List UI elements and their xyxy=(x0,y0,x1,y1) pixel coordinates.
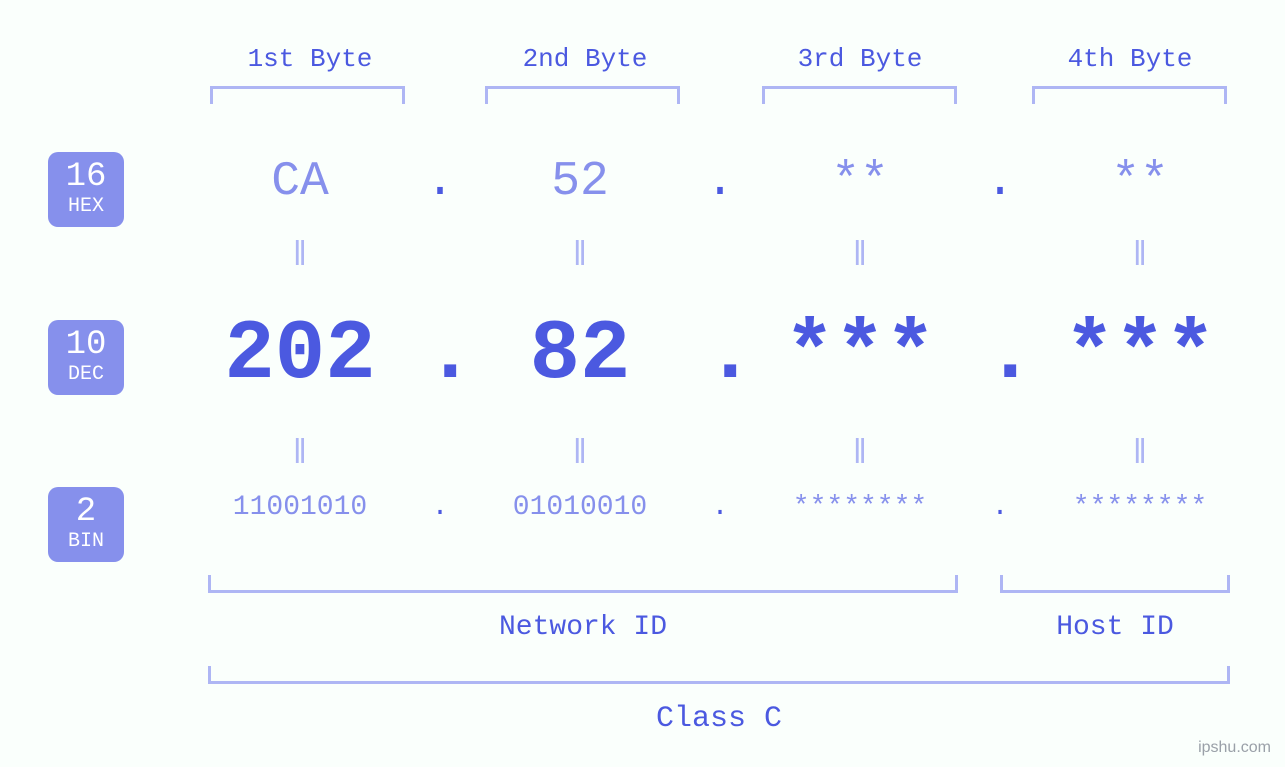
badge-dec: 10 DEC xyxy=(48,320,124,395)
dec-byte-4: *** xyxy=(1015,308,1265,403)
dot-icon: . xyxy=(425,155,455,209)
badge-hex-num: 16 xyxy=(48,160,124,196)
bin-byte-3: ******** xyxy=(735,492,985,523)
equals-row-1: ǁ ǁ ǁ ǁ xyxy=(175,238,1265,276)
badge-hex-label: HEX xyxy=(48,196,124,217)
equals-icon: ǁ xyxy=(1015,436,1265,474)
dec-row: 202 . 82 . *** . *** xyxy=(175,308,1265,403)
bracket-class xyxy=(208,666,1230,684)
dec-byte-1: 202 xyxy=(175,308,425,403)
byte-header-4: 4th Byte xyxy=(1030,44,1230,74)
bracket-top-2 xyxy=(485,86,680,104)
hex-byte-4: ** xyxy=(1015,155,1265,209)
bin-byte-4: ******** xyxy=(1015,492,1265,523)
label-host-id: Host ID xyxy=(1000,612,1230,643)
equals-icon: ǁ xyxy=(735,436,985,474)
byte-header-2: 2nd Byte xyxy=(485,44,685,74)
bin-byte-2: 01010010 xyxy=(455,492,705,523)
label-network-id: Network ID xyxy=(208,612,958,643)
badge-dec-label: DEC xyxy=(48,364,124,385)
dot-icon: . xyxy=(425,492,455,523)
badge-bin-label: BIN xyxy=(48,531,124,552)
dec-byte-3: *** xyxy=(735,308,985,403)
dot-icon: . xyxy=(705,308,735,403)
badge-hex: 16 HEX xyxy=(48,152,124,227)
label-class: Class C xyxy=(208,702,1230,736)
dot-icon: . xyxy=(425,308,455,403)
hex-byte-1: CA xyxy=(175,155,425,209)
hex-byte-2: 52 xyxy=(455,155,705,209)
dec-byte-2: 82 xyxy=(455,308,705,403)
hex-row: CA . 52 . ** . ** xyxy=(175,155,1265,209)
dot-icon: . xyxy=(705,155,735,209)
dot-icon: . xyxy=(985,308,1015,403)
equals-icon: ǁ xyxy=(455,436,705,474)
bracket-host xyxy=(1000,575,1230,593)
dot-icon: . xyxy=(985,492,1015,523)
badge-bin-num: 2 xyxy=(48,495,124,531)
bin-byte-1: 11001010 xyxy=(175,492,425,523)
bin-row: 11001010 . 01010010 . ******** . *******… xyxy=(175,492,1265,523)
equals-row-2: ǁ ǁ ǁ ǁ xyxy=(175,436,1265,474)
bracket-top-1 xyxy=(210,86,405,104)
watermark: ipshu.com xyxy=(1198,739,1271,757)
equals-icon: ǁ xyxy=(735,238,985,276)
equals-icon: ǁ xyxy=(455,238,705,276)
hex-byte-3: ** xyxy=(735,155,985,209)
badge-dec-num: 10 xyxy=(48,328,124,364)
byte-header-1: 1st Byte xyxy=(210,44,410,74)
dot-icon: . xyxy=(705,492,735,523)
equals-icon: ǁ xyxy=(1015,238,1265,276)
bracket-top-3 xyxy=(762,86,957,104)
byte-header-3: 3rd Byte xyxy=(760,44,960,74)
bracket-top-4 xyxy=(1032,86,1227,104)
badge-bin: 2 BIN xyxy=(48,487,124,562)
dot-icon: . xyxy=(985,155,1015,209)
equals-icon: ǁ xyxy=(175,436,425,474)
equals-icon: ǁ xyxy=(175,238,425,276)
bracket-network xyxy=(208,575,958,593)
